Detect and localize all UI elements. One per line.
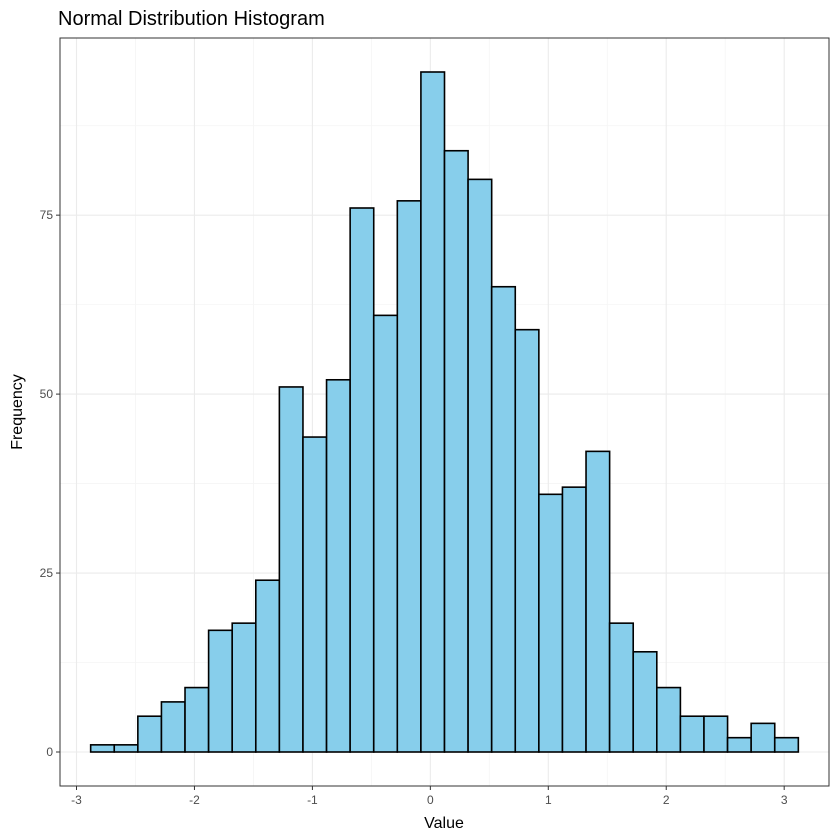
histogram-bar bbox=[396, 200, 422, 753]
y-axis-ticks: 0 25 50 75 bbox=[40, 208, 60, 759]
x-axis-title: Value bbox=[424, 815, 464, 832]
panel-border bbox=[59, 37, 830, 787]
histogram-bar bbox=[585, 450, 611, 753]
histogram-bar bbox=[184, 686, 210, 753]
y-axis-title: Frequency bbox=[9, 374, 26, 450]
histogram-bar bbox=[726, 736, 752, 753]
histogram-bar bbox=[302, 436, 328, 753]
histogram-bar bbox=[538, 493, 564, 753]
x-tick-label: -2 bbox=[189, 793, 200, 807]
x-tick-label: 3 bbox=[781, 793, 788, 807]
x-axis-ticks: -3 -2 -1 0 1 2 3 bbox=[71, 786, 788, 807]
x-tick-label: -1 bbox=[307, 793, 318, 807]
histogram-bar bbox=[325, 378, 351, 753]
histogram-bar bbox=[632, 650, 658, 753]
histogram-bar bbox=[750, 722, 776, 753]
histogram-bar bbox=[679, 715, 705, 753]
histogram-bar bbox=[443, 149, 469, 753]
histogram-bar bbox=[207, 629, 233, 753]
chart-title: Normal Distribution Histogram bbox=[58, 8, 325, 30]
histogram-bar bbox=[160, 701, 186, 753]
y-tick-label: 50 bbox=[40, 387, 54, 401]
histogram-bar bbox=[514, 328, 540, 753]
x-tick-label: -3 bbox=[71, 793, 82, 807]
histogram-bar bbox=[89, 744, 116, 753]
x-tick-label: 0 bbox=[427, 793, 434, 807]
histogram-bar bbox=[349, 207, 375, 753]
histogram-bar bbox=[420, 71, 446, 753]
histogram-bars bbox=[89, 71, 800, 753]
histogram-bar bbox=[467, 178, 493, 753]
x-tick-label: 2 bbox=[663, 793, 670, 807]
x-tick-label: 1 bbox=[545, 793, 552, 807]
histogram-bar bbox=[137, 715, 163, 753]
histogram-bar bbox=[490, 285, 517, 753]
histogram-bar bbox=[773, 736, 800, 753]
histogram-bar bbox=[254, 579, 281, 753]
histogram-bar bbox=[113, 744, 139, 753]
histogram-bar bbox=[561, 486, 587, 753]
histogram-bar bbox=[278, 386, 304, 753]
histogram-bar bbox=[703, 715, 729, 753]
histogram-bar bbox=[231, 622, 257, 753]
histogram-bar bbox=[656, 686, 682, 753]
histogram-bar bbox=[372, 314, 399, 753]
histogram-bar bbox=[608, 622, 635, 753]
y-tick-label: 25 bbox=[40, 566, 54, 580]
y-tick-label: 75 bbox=[40, 208, 54, 222]
y-tick-label: 0 bbox=[46, 745, 53, 759]
